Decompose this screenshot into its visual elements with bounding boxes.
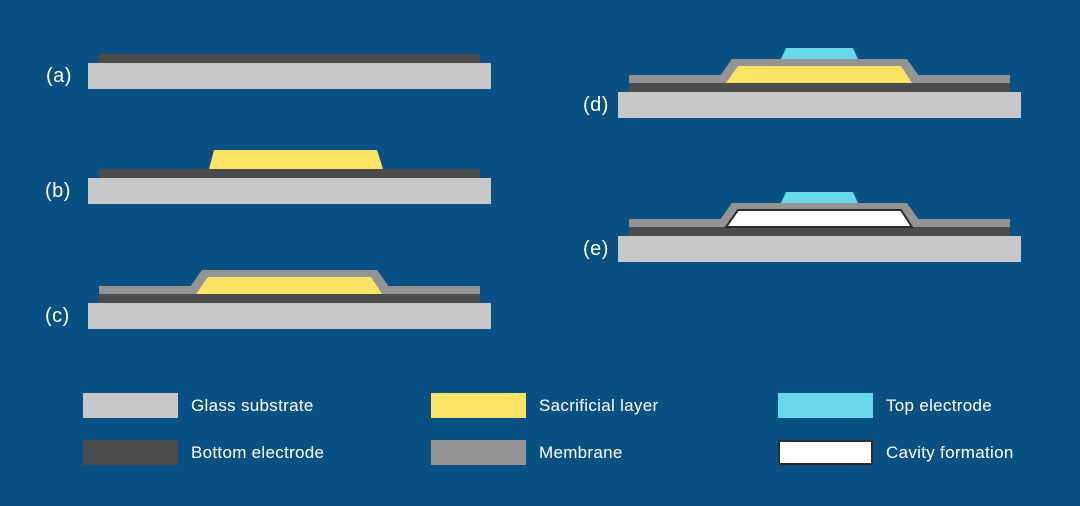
legend-label: Sacrificial layer — [539, 395, 659, 415]
legend-label: Bottom electrode — [191, 442, 325, 462]
panel-step-d — [618, 23, 1022, 118]
cross-section-diagram-c — [88, 270, 491, 329]
bottom-electrode-swatch — [83, 440, 178, 465]
panel-step-a — [88, 0, 492, 89]
legend-item-cavity-formation: Cavity formation — [778, 440, 1014, 465]
legend-item-bottom-electrode: Bottom electrode — [83, 440, 324, 465]
step-label-d: (d) — [583, 94, 609, 116]
glass-substrate-swatch — [83, 393, 178, 418]
cross-section-diagram-d — [618, 48, 1021, 118]
step-label-b: (b) — [45, 180, 71, 202]
legend-label: Glass substrate — [191, 395, 314, 415]
cross-section-diagram-b — [88, 150, 491, 204]
cross-section-diagram-a — [88, 54, 491, 89]
cavity-formation-swatch — [778, 440, 873, 465]
step-label-c: (c) — [45, 305, 70, 327]
legend-item-sacrificial-layer: Sacrificial layer — [431, 393, 658, 418]
step-label-e: (e) — [583, 238, 609, 260]
step-label-a: (a) — [46, 65, 72, 87]
cross-section-diagram-e — [618, 192, 1021, 262]
panel-step-e — [618, 167, 1022, 262]
legend-label: Top electrode — [886, 395, 992, 415]
legend-item-glass-substrate: Glass substrate — [83, 393, 314, 418]
legend-item-top-electrode: Top electrode — [778, 393, 992, 418]
panel-step-c — [88, 234, 492, 329]
legend-item-membrane: Membrane — [431, 440, 623, 465]
sacrificial-layer-swatch — [431, 393, 526, 418]
panel-step-b — [88, 109, 492, 204]
legend-label: Membrane — [539, 442, 623, 462]
legend-label: Cavity formation — [886, 442, 1014, 462]
top-electrode-swatch — [778, 393, 873, 418]
membrane-swatch — [431, 440, 526, 465]
